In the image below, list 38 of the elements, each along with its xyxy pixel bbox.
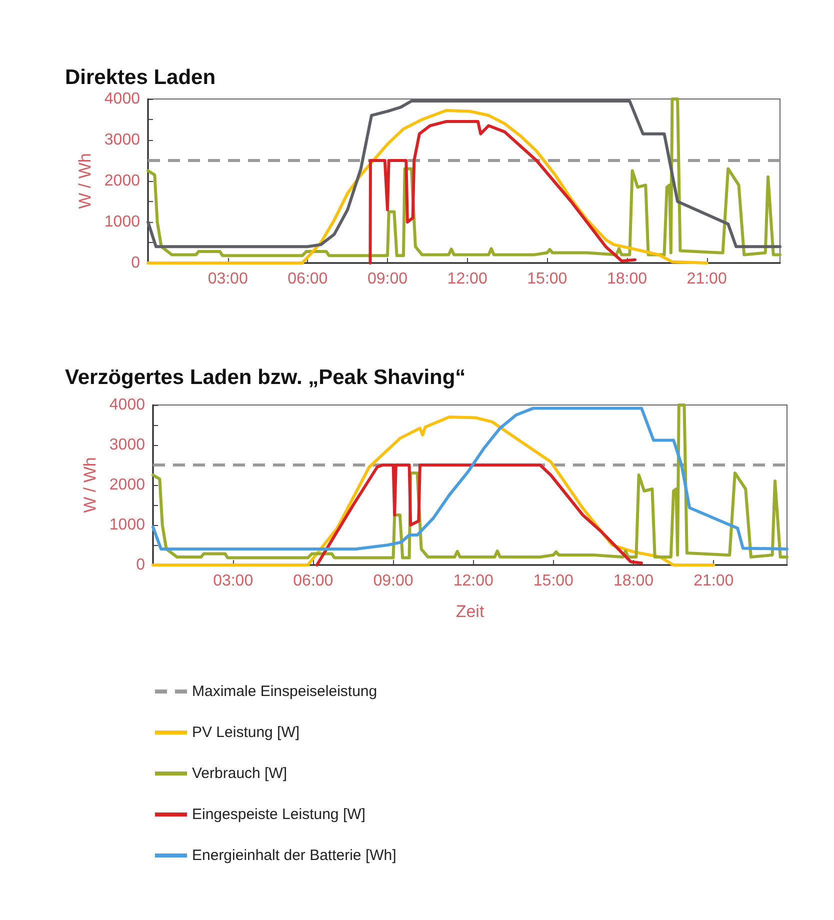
- x-tick-label: 15:00: [527, 270, 568, 288]
- y-tick-label: 0: [131, 254, 140, 272]
- chart-title: Direktes Laden: [65, 66, 216, 89]
- y-axis-title: W / Wh: [76, 153, 95, 209]
- y-tick-label: 4000: [104, 90, 140, 108]
- line-series: [146, 108, 708, 264]
- x-tick-label: 03:00: [213, 572, 254, 590]
- y-tick-label: 1000: [109, 516, 146, 534]
- legend-label: Maximale Einspeiseleistung: [192, 683, 378, 700]
- y-tick-label: 3000: [104, 132, 140, 148]
- legend-label: Energieinhalt der Batterie [Wh]: [192, 847, 396, 864]
- x-tick-label: 15:00: [533, 572, 574, 590]
- y-tick-label: 0: [136, 556, 146, 574]
- y-tick-label: 2000: [104, 172, 140, 190]
- x-tick-label: 18:00: [613, 572, 654, 590]
- line-series: [368, 120, 636, 264]
- x-tick-label: 06:00: [293, 572, 334, 590]
- legend-label: Eingespeiste Leistung [W]: [192, 806, 366, 823]
- x-tick-label: 18:00: [606, 270, 648, 288]
- y-axis-title: W / Wh: [80, 457, 100, 513]
- x-tick-label: 12:00: [447, 270, 488, 288]
- x-tick-label: 21:00: [686, 270, 727, 288]
- y-tick-label: 3000: [109, 436, 146, 454]
- x-tick-label: 09:00: [367, 270, 408, 288]
- x-tick-label: 06:00: [288, 270, 328, 288]
- legend-label: PV Leistung [W]: [192, 724, 300, 741]
- y-tick-label: 2000: [109, 476, 146, 494]
- line-series: [152, 416, 716, 566]
- x-tick-label: 12:00: [453, 572, 494, 590]
- y-tick-label: 1000: [104, 214, 140, 230]
- legend-label: Verbrauch [W]: [192, 765, 288, 782]
- chart-title: Verzögertes Laden bzw. „Peak Shaving“: [65, 366, 466, 389]
- line-series: [315, 464, 644, 566]
- x-tick-label: 09:00: [373, 572, 414, 590]
- x-tick-label: 03:00: [208, 270, 248, 288]
- x-tick-label: 21:00: [694, 572, 734, 590]
- x-axis-title: Zeit: [456, 602, 484, 621]
- y-tick-label: 4000: [109, 396, 146, 414]
